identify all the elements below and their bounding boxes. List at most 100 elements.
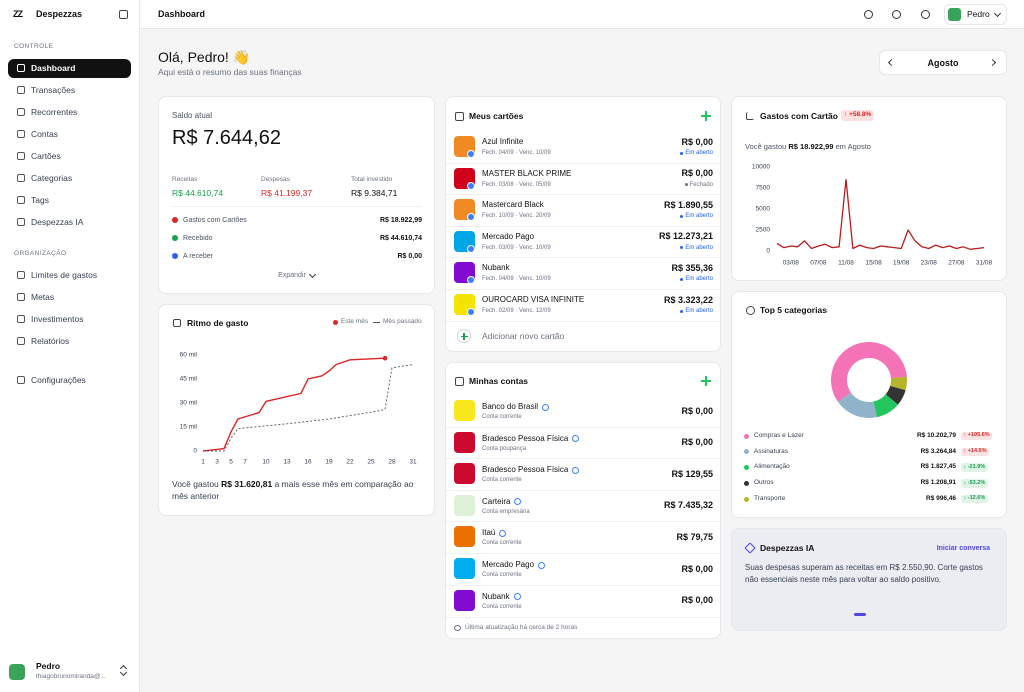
nav-item[interactable]: Recorrentes (31, 106, 78, 117)
category-name: Outros (754, 479, 774, 487)
category-value: R$ 996,46 (926, 494, 956, 502)
account-amount: R$ 0,00 (681, 595, 713, 606)
nav-item[interactable]: Relatórios (31, 335, 70, 346)
row-divider (446, 458, 720, 460)
verified-badge (572, 435, 579, 443)
account-type: Conta corrente (482, 540, 522, 547)
account-type: Conta corrente (482, 572, 522, 578)
card-name: MASTER BLACK PRIME (482, 168, 572, 178)
verified-badge (514, 498, 521, 506)
row-divider (446, 289, 720, 290)
nav-item[interactable]: Tags (31, 194, 49, 205)
balance-label: Saldo atual (172, 111, 213, 120)
card-name: OUROCARD VISA INFINITE (482, 295, 585, 304)
accounts-updated: Última atualização há cerca de 2 horas (465, 624, 578, 632)
card-dates: Fech. 03/09 · Venc. 10/09 (482, 244, 551, 251)
stat-label: Total investido (351, 175, 393, 183)
category-name: Compras e Lazer (754, 431, 804, 439)
status-dot (680, 309, 683, 313)
summary-text: Você gastou (745, 142, 789, 151)
account-name: Nubank (482, 591, 510, 601)
status-dot (680, 214, 683, 218)
legend-label: Mês passado (383, 318, 422, 326)
verified-badge (514, 593, 521, 601)
rhythm-summary: Você gastou R$ 31.620,81 a mais esse mês… (172, 478, 427, 506)
legend-label: Este mês (341, 318, 369, 326)
carousel-indicator (854, 613, 866, 616)
section-title: ORGANIZAÇÃO (14, 249, 67, 257)
account-amount: R$ 129,55 (671, 468, 713, 479)
account-type: Conta empresária (482, 508, 530, 515)
header-avatar (948, 8, 961, 21)
account-type: Conta poupança (482, 445, 527, 452)
header-icon[interactable] (892, 10, 901, 19)
add-card[interactable]: Adicionar novo cartão (482, 331, 565, 342)
status-dot (680, 246, 683, 250)
chart-icon (173, 319, 181, 327)
add-account-button[interactable] (705, 376, 707, 386)
add-card-button[interactable] (705, 111, 707, 121)
page-title: Dashboard (158, 8, 206, 19)
add-icon[interactable] (457, 329, 471, 343)
account-amount: R$ 7.435,32 (663, 500, 713, 511)
category-name: Alimentação (754, 463, 790, 471)
header-icon[interactable] (864, 10, 873, 19)
ai-title: Despezzas IA (760, 543, 815, 554)
row-value: R$ 18.922,99 (379, 216, 422, 224)
legend-dot (172, 235, 178, 241)
balance-card (158, 96, 435, 294)
card-amount: R$ 12.273,21 (658, 231, 713, 242)
summary-text: Você gastou (172, 479, 222, 489)
nav-item[interactable]: Contas (31, 128, 58, 139)
nav-item[interactable]: Transações (31, 84, 76, 95)
expand-button[interactable]: Expandir (278, 271, 306, 279)
ai-action[interactable]: Iniciar conversa (936, 544, 990, 552)
card-spending-summary: Você gastou R$ 18.922,99 em Agosto (745, 142, 1000, 154)
row-divider (446, 553, 720, 554)
row-divider (446, 426, 720, 428)
category-trend: ↓ -53.2% (961, 479, 988, 488)
verified-badge (572, 466, 579, 474)
row-label: Recebido (183, 234, 213, 242)
category-trend: ↓ -21.9% (961, 463, 988, 472)
account-logo (454, 589, 475, 611)
logo-badge (467, 150, 475, 158)
category-value: R$ 1.827,45 (920, 463, 956, 471)
account-logo (454, 526, 475, 548)
card-status: Em aberto (685, 213, 713, 220)
category-name: Transporte (754, 494, 786, 502)
nav-icon (17, 108, 25, 116)
account-name: Bradesco Pessoa Física (482, 465, 569, 475)
category-value: R$ 1.208,91 (920, 479, 956, 487)
header-icon[interactable] (921, 10, 930, 19)
summary-amount: R$ 31.620,81 (221, 479, 273, 489)
month-selector (879, 50, 1007, 75)
account-logo (454, 558, 475, 579)
nav-item[interactable]: Cartões (31, 150, 61, 161)
accounts-card (445, 362, 721, 639)
verified-badge (538, 561, 545, 569)
category-trend: ↑ +105.6% (961, 431, 993, 441)
account-logo (454, 431, 475, 453)
pie-icon (746, 306, 755, 315)
nav-item[interactable]: Configurações (31, 374, 86, 385)
nav-item[interactable]: Investimentos (31, 313, 84, 324)
card-status: Em aberto (685, 244, 713, 251)
collapse-button[interactable] (119, 10, 128, 19)
nav-item[interactable]: Categorias (31, 172, 73, 183)
nav-item[interactable]: Limites de gastos (31, 269, 98, 280)
legend-dot (744, 496, 749, 502)
verified-badge (542, 403, 549, 411)
row-value: R$ 0,00 (397, 252, 422, 260)
nav-icon (17, 293, 25, 301)
nav-item[interactable]: Dashboard (31, 62, 76, 73)
nav-icon (17, 218, 25, 226)
nav-item[interactable]: Metas (31, 291, 55, 302)
card-dates: Fech. 03/08 · Venc. 05/09 (482, 181, 551, 188)
account-name: Itaú (482, 528, 496, 538)
nav-icon (17, 86, 25, 94)
nav-item[interactable]: Despezzas IA (31, 216, 84, 227)
nav-active[interactable] (8, 58, 131, 78)
month: Agosto (927, 57, 959, 68)
